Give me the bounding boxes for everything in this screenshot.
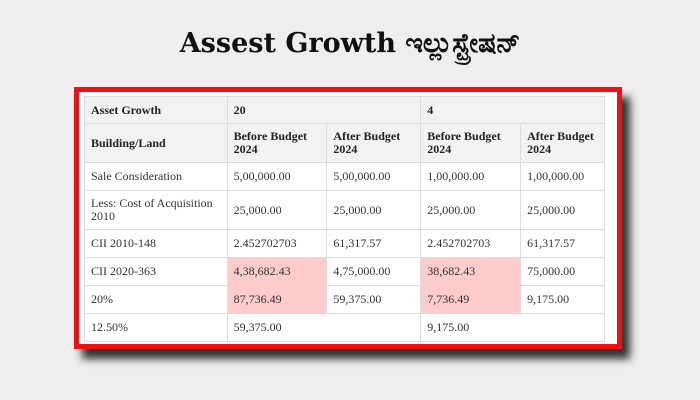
row-label: CII 2020-363	[84, 257, 228, 286]
cell: 4,75,000.00	[326, 257, 422, 286]
cell: 25,000.00	[326, 190, 422, 230]
subheader-col-4: After Budget 2024	[520, 123, 605, 163]
table-row: CII 2010-148 2.452702703 61,317.57 2.452…	[84, 229, 605, 258]
cell: 1,00,000.00	[520, 162, 605, 191]
row-label: Sale Consideration	[84, 162, 228, 191]
header-group-1: 20	[226, 96, 422, 124]
row-label: Less: Cost of Acquisition 2010	[84, 190, 228, 230]
table-row: Sale Consideration 5,00,000.00 5,00,000.…	[84, 162, 605, 191]
subheader-col-1: Before Budget 2024	[226, 123, 328, 163]
subheader-col-3: Before Budget 2024	[420, 123, 522, 163]
table-header-row: Asset Growth 20 4	[84, 96, 605, 124]
cell: 5,00,000.00	[226, 162, 328, 191]
row-label: CII 2010-148	[84, 229, 228, 258]
page-title: Assest Growth ಇಲ್ಲುಸ್ಟ್ರೇಷನ್	[179, 28, 521, 59]
cell: 5,00,000.00	[326, 162, 422, 191]
cell: 59,375.00	[226, 313, 422, 342]
cell: 61,317.57	[520, 229, 605, 258]
table-subheader-row: Building/Land Before Budget 2024 After B…	[84, 123, 605, 163]
cell: 25,000.00	[520, 190, 605, 230]
cell: 2.452702703	[420, 229, 522, 258]
header-group-2: 4	[420, 96, 605, 124]
asset-growth-table: Asset Growth 20 4 Building/Land Before B…	[84, 96, 605, 342]
cell: 61,317.57	[326, 229, 422, 258]
highlighted-cell: 38,682.43	[420, 257, 522, 286]
cell: 9,175.00	[420, 313, 605, 342]
header-label: Asset Growth	[84, 96, 228, 124]
subheader-col-2: After Budget 2024	[326, 123, 422, 163]
cell: 75,000.00	[520, 257, 605, 286]
row-label: 20%	[84, 285, 228, 314]
table-row: CII 2020-363 4,38,682.43 4,75,000.00 38,…	[84, 257, 605, 286]
cell: 25,000.00	[226, 190, 328, 230]
row-label: 12.50%	[84, 313, 228, 342]
table-row: 20% 87,736.49 59,375.00 7,736.49 9,175.0…	[84, 285, 605, 314]
highlighted-cell: 87,736.49	[226, 285, 328, 314]
table-row: 12.50% 59,375.00 9,175.00	[84, 313, 605, 342]
highlighted-cell: 4,38,682.43	[226, 257, 328, 286]
cell: 1,00,000.00	[420, 162, 522, 191]
table-frame: Asset Growth 20 4 Building/Land Before B…	[74, 87, 622, 349]
cell: 2.452702703	[226, 229, 328, 258]
table-row: Less: Cost of Acquisition 2010 25,000.00…	[84, 190, 605, 230]
cell: 25,000.00	[420, 190, 522, 230]
cell: 9,175.00	[520, 285, 605, 314]
cell: 59,375.00	[326, 285, 422, 314]
highlighted-cell: 7,736.49	[420, 285, 522, 314]
subheader-label: Building/Land	[84, 123, 228, 163]
